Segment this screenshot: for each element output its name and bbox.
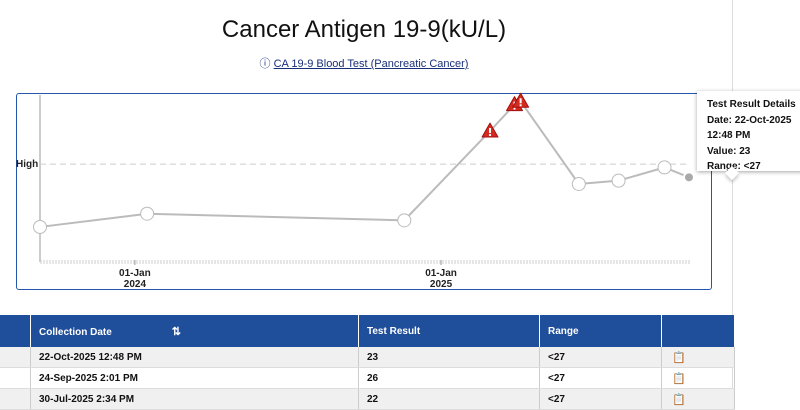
tooltip-title: Test Result Details — [707, 99, 796, 110]
warning-dot — [519, 104, 522, 107]
results-table: Collection Date ⇅ Test Result Range 22-Oct-… — [0, 315, 735, 410]
tooltip-line: Date: 22-Oct-2025 — [707, 114, 792, 126]
page-title: Cancer Antigen 19-9(kU/L) — [221, 16, 507, 43]
table-cell: 22 — [358, 388, 540, 410]
icon-cell: 📋 — [661, 347, 735, 368]
data-point — [571, 176, 586, 191]
table-row: 22-Oct-2025 12:48 PM 23 <27 📋 — [0, 347, 735, 368]
table-cell: 26 — [358, 367, 540, 389]
table-cell: <27 — [539, 347, 662, 368]
tooltip: Test Result Details Date: 22-Oct-2025 12:… — [697, 91, 800, 172]
chart-frame — [16, 93, 712, 290]
report-icon[interactable]: 📋 — [672, 393, 686, 406]
data-point — [683, 171, 695, 184]
data-point — [611, 173, 626, 188]
data-point — [657, 160, 672, 175]
column-header: Test Result — [358, 315, 540, 347]
column-header: Range — [539, 315, 662, 347]
icon-cell: 📋 — [661, 388, 735, 410]
warning-marker — [512, 92, 530, 108]
x-tick-label: 01-Jan 2025 — [425, 268, 457, 290]
table-cell — [0, 367, 31, 389]
icon-cell: 📋 — [661, 367, 735, 389]
warning-marker — [481, 122, 499, 138]
header-row: Collection Date ⇅ Test Result Range — [0, 315, 735, 347]
data-point — [397, 213, 412, 228]
warning-bang — [519, 98, 522, 104]
table-cell — [0, 388, 31, 410]
x-tick-label: 01-Jan 2024 — [119, 268, 151, 290]
header-cell — [661, 315, 735, 347]
warning-dot — [513, 107, 516, 110]
table-cell: 22-Oct-2025 12:48 PM — [30, 347, 359, 368]
warning-bang — [489, 128, 492, 134]
table-cell: 23 — [358, 347, 540, 368]
link-text[interactable]: CA 19-9 Blood Test (Pancreatic Cancer) — [273, 58, 469, 70]
table-cell: <27 — [539, 367, 662, 389]
data-point — [140, 206, 155, 221]
column-header[interactable]: Collection Date ⇅ — [30, 315, 359, 347]
report-icon[interactable]: 📋 — [672, 372, 686, 385]
tooltip-line: Range: <27 — [707, 161, 761, 172]
sort-icon: ⇅ — [171, 325, 182, 338]
report-icon[interactable]: 📋 — [672, 351, 686, 364]
table-cell: <27 — [539, 388, 662, 410]
table-row: 30-Jul-2025 2:34 PM 22 <27 📋 — [0, 388, 735, 410]
table-row: 24-Sep-2025 2:01 PM 26 <27 📋 — [0, 367, 735, 389]
table-cell: 30-Jul-2025 2:34 PM — [30, 388, 359, 410]
y-tick-label: High — [16, 159, 38, 170]
data-point — [33, 219, 47, 234]
chart: High — [16, 92, 695, 265]
tooltip-line: Value: 23 — [707, 145, 751, 157]
tooltip-line: 12:48 PM — [707, 130, 751, 141]
column-header-text: Collection Date — [39, 326, 112, 338]
table-body: 22-Oct-2025 12:48 PM 23 <27 📋 24-Sep-2025 2:… — [0, 347, 735, 410]
separator — [732, 0, 733, 407]
column-header-text: Range — [548, 325, 579, 337]
warning-dot — [489, 134, 492, 137]
column-header-text: Test Result — [367, 325, 421, 337]
table-cell — [0, 347, 31, 368]
info-link[interactable]: ⓘ CA 19-9 Blood Test (Pancreatic Cancer) — [259, 58, 469, 70]
header-cell — [0, 315, 31, 347]
table-cell: 24-Sep-2025 2:01 PM — [30, 367, 359, 389]
